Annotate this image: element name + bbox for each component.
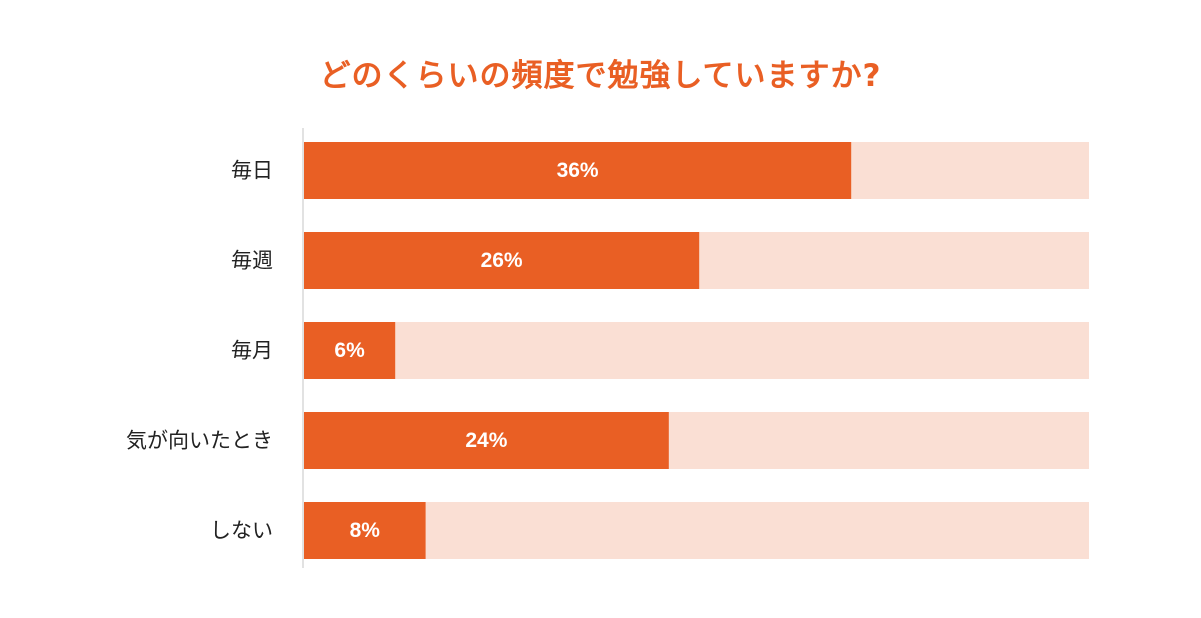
category-label: 気が向いたとき xyxy=(126,429,273,453)
category-label: 毎週 xyxy=(231,249,273,273)
data-label: 26% xyxy=(481,249,523,272)
data-label: 8% xyxy=(350,519,381,542)
category-label: 毎月 xyxy=(231,339,273,363)
bar xyxy=(304,142,852,199)
bar xyxy=(304,412,669,469)
category-label: しない xyxy=(210,519,273,543)
bar-track xyxy=(304,322,1089,379)
bar xyxy=(304,232,700,289)
data-label: 6% xyxy=(334,339,365,362)
category-label: 毎日 xyxy=(231,159,273,183)
chart-title: どのくらいの頻度で勉強していますか? xyxy=(319,58,882,94)
data-label: 36% xyxy=(557,159,599,182)
bar xyxy=(304,502,426,559)
bars-layer: 36% 毎日 26% 毎週 6% 毎月 24% 気が向いたとき 8% しない xyxy=(126,142,1089,559)
data-label: 24% xyxy=(465,429,507,452)
bar-track xyxy=(304,502,1089,559)
bar xyxy=(304,322,396,379)
